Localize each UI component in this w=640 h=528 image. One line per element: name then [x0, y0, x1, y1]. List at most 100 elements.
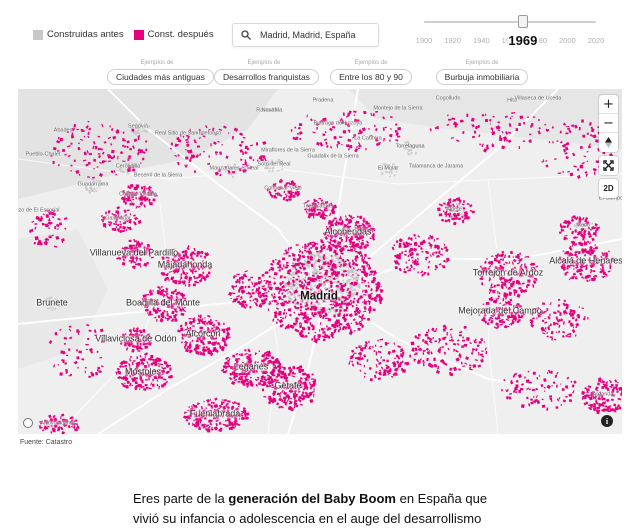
year-tick-label: 1920 — [444, 36, 461, 45]
building-footprint — [48, 298, 51, 302]
building-footprint — [99, 187, 101, 189]
building-footprint — [458, 334, 462, 337]
building-footprint — [93, 158, 97, 162]
building-footprint — [271, 383, 274, 387]
building-footprint — [290, 292, 293, 295]
building-footprint — [271, 299, 275, 303]
building-footprint — [318, 303, 321, 306]
building-footprint — [421, 251, 424, 253]
example-button-old-cities[interactable]: Ciudades más antiguas — [107, 69, 214, 85]
building-footprint — [356, 215, 359, 218]
building-footprint — [277, 158, 281, 161]
building-footprint — [401, 251, 404, 254]
building-footprint — [589, 407, 592, 411]
building-footprint — [196, 322, 200, 325]
building-footprint — [546, 308, 549, 311]
building-footprint — [223, 370, 227, 374]
building-footprint — [84, 185, 88, 189]
building-footprint — [145, 198, 148, 201]
building-footprint — [149, 289, 152, 294]
building-footprint — [322, 338, 326, 342]
building-footprint — [385, 167, 388, 170]
building-footprint — [52, 216, 55, 219]
building-footprint — [596, 402, 599, 405]
building-footprint — [584, 232, 587, 235]
building-footprint — [92, 176, 95, 179]
building-footprint — [480, 359, 484, 362]
building-footprint — [244, 349, 247, 352]
search-input[interactable]: Madrid, Madrid, España — [260, 30, 356, 40]
building-footprint — [417, 271, 419, 274]
building-footprint — [288, 276, 291, 278]
building-footprint — [322, 247, 326, 250]
building-footprint — [298, 396, 302, 400]
building-footprint — [306, 300, 310, 304]
building-footprint — [131, 259, 135, 263]
examples-bar: Ejemplos de Ciudades más antiguas Ejempl… — [0, 59, 640, 85]
building-footprint — [141, 380, 144, 384]
building-footprint — [200, 255, 202, 258]
building-footprint — [111, 149, 115, 154]
building-footprint — [229, 170, 232, 174]
building-footprint — [228, 132, 230, 134]
building-footprint — [143, 185, 146, 188]
building-footprint — [349, 357, 353, 360]
building-footprint — [351, 265, 354, 269]
building-footprint — [322, 133, 326, 137]
building-footprint — [277, 169, 280, 172]
building-footprint — [379, 167, 383, 171]
building-footprint — [345, 306, 349, 310]
building-footprint — [339, 282, 343, 285]
building-footprint — [133, 132, 135, 135]
building-footprint — [289, 294, 293, 297]
building-footprint — [578, 251, 581, 255]
building-footprint — [389, 168, 392, 171]
building-footprint — [224, 169, 227, 173]
building-footprint — [335, 273, 339, 277]
building-footprint — [324, 256, 327, 259]
map-base-layer[interactable] — [18, 89, 622, 434]
building-footprint — [289, 277, 292, 280]
building-footprint — [320, 239, 323, 241]
location-search-box[interactable]: Madrid, Madrid, España — [232, 23, 379, 47]
building-footprint — [332, 258, 335, 262]
building-footprint — [316, 309, 319, 311]
building-footprint — [46, 307, 50, 310]
building-footprint — [455, 217, 459, 219]
building-footprint — [342, 327, 345, 331]
building-footprint — [292, 195, 296, 198]
building-footprint — [544, 318, 547, 320]
year-slider[interactable]: 1900192019401960198020002020 1969 — [416, 14, 604, 50]
building-footprint — [242, 151, 244, 155]
building-footprint — [335, 308, 338, 312]
example-button-franco-developments[interactable]: Desarrollos franquistas — [214, 69, 319, 85]
building-footprint — [141, 157, 145, 161]
current-year-label: 1969 — [507, 33, 539, 48]
building-footprint — [145, 130, 148, 133]
building-footprint — [240, 353, 243, 357]
building-footprint — [359, 355, 362, 357]
building-footprint — [486, 257, 488, 260]
building-footprint — [265, 165, 268, 169]
building-footprint — [382, 163, 385, 165]
building-footprint — [265, 353, 270, 357]
building-footprint — [561, 265, 563, 268]
building-footprint — [292, 273, 296, 276]
buildings-map[interactable]: Madrid Fuenlabrada Getafe Leganés Móstoles Al… — [18, 89, 622, 434]
building-footprint — [307, 291, 309, 294]
building-footprint — [465, 337, 470, 342]
building-footprint — [246, 375, 248, 377]
building-footprint — [93, 180, 96, 183]
year-slider-track[interactable] — [424, 21, 596, 23]
building-footprint — [207, 320, 211, 323]
year-slider-handle[interactable] — [517, 15, 528, 28]
building-footprint — [47, 300, 50, 303]
building-footprint — [73, 159, 76, 162]
building-footprint — [294, 266, 296, 269]
building-footprint — [355, 275, 360, 279]
building-footprint — [285, 251, 288, 255]
example-button-housing-bubble[interactable]: Burbuja inmobiliaria — [435, 69, 529, 85]
example-button-80s-90s[interactable]: Entre los 80 y 90 — [330, 69, 412, 85]
building-footprint — [51, 308, 54, 311]
building-footprint — [478, 340, 482, 344]
